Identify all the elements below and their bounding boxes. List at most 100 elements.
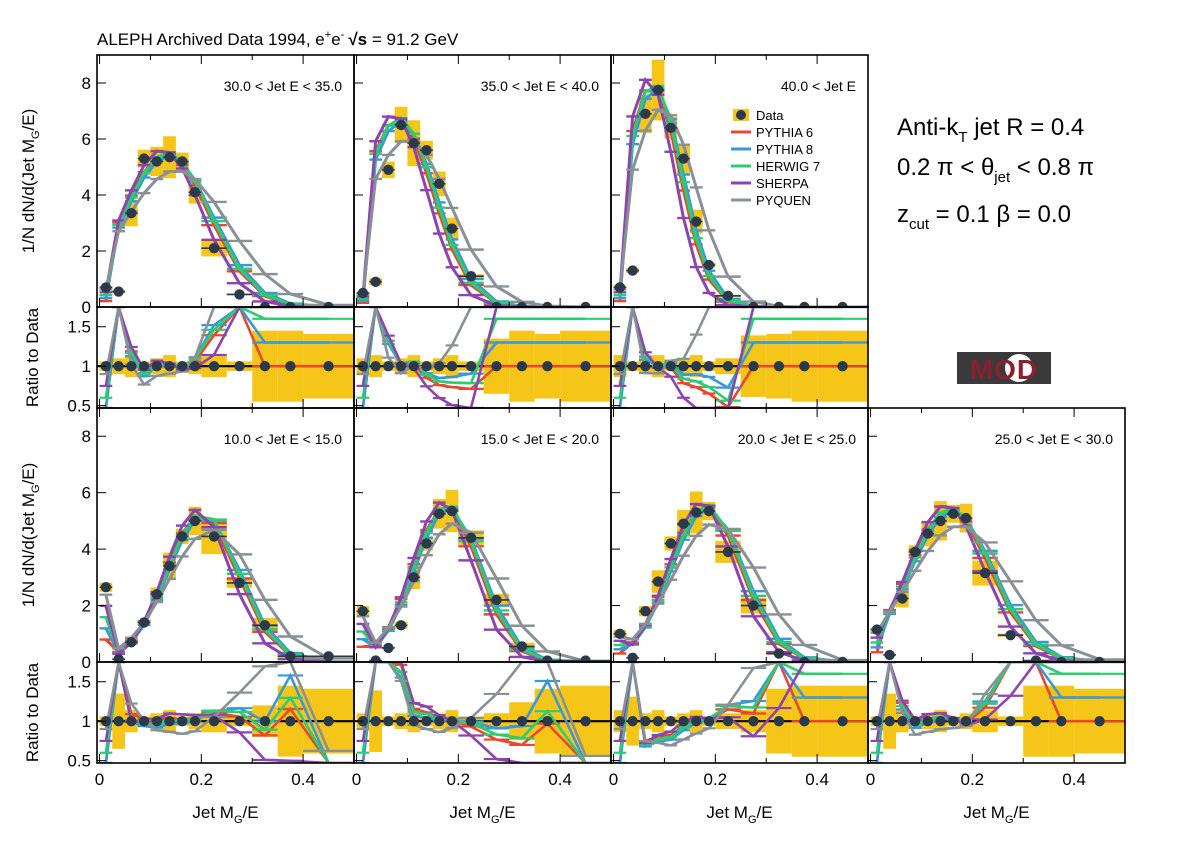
data-point: [678, 153, 688, 163]
data-point: [980, 568, 990, 578]
y-tick-label: 8: [82, 74, 91, 93]
ratio-plot: [354, 662, 611, 763]
ratio-data-point: [704, 361, 714, 371]
ratio-data-point: [421, 716, 431, 726]
data-point: [421, 538, 431, 548]
ratio-data-point: [884, 716, 894, 726]
ratio-data-point: [421, 361, 431, 371]
ratio-data-point: [923, 716, 933, 726]
ratio-data-point: [126, 361, 136, 371]
x-tick-label: 0: [352, 770, 361, 789]
ratio-data-point: [542, 361, 552, 371]
ratio-data-point: [580, 361, 590, 371]
ratio-data-point: [370, 716, 380, 726]
data-point: [285, 651, 295, 661]
data-point: [421, 145, 431, 155]
data-point: [323, 651, 333, 661]
ratio-data-point: [209, 716, 219, 726]
data-point: [209, 531, 219, 541]
panel-2: 35.0 < Jet E < 40.0: [354, 55, 611, 408]
main-plot: [100, 136, 354, 312]
ratio-data-point: [139, 361, 149, 371]
ratio-data-point: [126, 716, 136, 726]
data-point: [923, 528, 933, 538]
ratio-data-point: [234, 361, 244, 371]
data-point: [434, 509, 444, 519]
panel-label: 30.0 < Jet E < 35.0: [224, 78, 343, 94]
logo-text: MOD: [970, 354, 1038, 385]
panel-label: 40.0 < Jet E: [781, 78, 856, 94]
data-point: [152, 156, 162, 166]
panel-label: 35.0 < Jet E < 40.0: [481, 78, 600, 94]
ratio-tick-label: 1.5: [67, 318, 91, 337]
data-point: [640, 606, 650, 616]
data-point: [396, 620, 406, 630]
data-point: [723, 547, 733, 557]
data-point: [884, 650, 894, 660]
ratio-data-point: [837, 361, 847, 371]
legend-label: SHERPA: [756, 176, 809, 191]
data-point: [190, 187, 200, 197]
ratio-data-point: [447, 716, 457, 726]
data-point: [704, 260, 714, 270]
ratio-data-point: [383, 361, 393, 371]
data-point: [653, 85, 663, 95]
data-point: [910, 547, 920, 557]
model-curve-herwig-7: [363, 507, 586, 662]
x-axis-label: Jet MG/E: [963, 803, 1029, 826]
data-point: [190, 516, 200, 526]
data-point: [466, 533, 476, 543]
ratio-data-point: [396, 361, 406, 371]
panel-1: 30.0 < Jet E < 35.0: [97, 55, 354, 408]
chart-title: ALEPH Archived Data 1994, e+e-√s = 91.2 …: [97, 29, 459, 49]
x-tick-label: 0: [866, 770, 875, 789]
legend-label: Data: [756, 108, 784, 123]
panel-6: 20.0 < Jet E < 25.0: [611, 408, 868, 763]
ratio-tick-label: 0.5: [67, 397, 91, 416]
ratio-data-point: [234, 716, 244, 726]
ratio-data-point: [774, 716, 784, 726]
ratio-data-point: [491, 361, 501, 371]
data-point: [580, 655, 590, 665]
ratio-data-point: [1031, 716, 1041, 726]
ratio-data-point: [542, 716, 552, 726]
ratio-data-point: [799, 716, 809, 726]
ratio-data-point: [190, 361, 200, 371]
main-plot: [871, 501, 1125, 667]
x-tick-label: 0.4: [291, 770, 315, 789]
legend-label: HERWIG 7: [756, 159, 820, 174]
ratio-data-point: [466, 361, 476, 371]
y-tick-label: 0: [82, 653, 91, 672]
panel-label: 15.0 < Jet E < 20.0: [481, 431, 600, 447]
ratio-data-point: [323, 361, 333, 371]
x-tick-label: 0.2: [961, 770, 985, 789]
ratio-data-point: [961, 716, 971, 726]
data-point: [691, 507, 701, 517]
ratio-data-point: [580, 716, 590, 726]
ratio-plot: [611, 307, 868, 408]
ratio-data-point: [164, 716, 174, 726]
ratio-data-point: [704, 716, 714, 726]
ratio-data-point: [723, 716, 733, 726]
data-point: [409, 138, 419, 148]
ratio-data-point: [640, 361, 650, 371]
ratio-data-point: [837, 716, 847, 726]
panel-7: 25.0 < Jet E < 30.0: [868, 408, 1125, 763]
data-point: [948, 509, 958, 519]
y-tick-label: 2: [82, 242, 91, 261]
panel-label: 10.0 < Jet E < 15.0: [224, 431, 343, 447]
data-point: [209, 243, 219, 253]
data-point: [409, 572, 419, 582]
data-point: [666, 123, 676, 133]
ratio-data-point: [177, 361, 187, 371]
ratio-data-point: [323, 716, 333, 726]
ratio-tick-label: 1.5: [67, 673, 91, 692]
data-point: [666, 538, 676, 548]
panel-5: 15.0 < Jet E < 20.0: [354, 408, 611, 763]
ratio-data-point: [177, 716, 187, 726]
legend-label: PYTHIA 8: [756, 142, 813, 157]
model-curve-sherpa: [363, 503, 586, 662]
ratio-data-point: [1005, 716, 1015, 726]
ratio-axis-label: Ratio to Data: [23, 662, 42, 762]
ratio-data-point: [447, 361, 457, 371]
